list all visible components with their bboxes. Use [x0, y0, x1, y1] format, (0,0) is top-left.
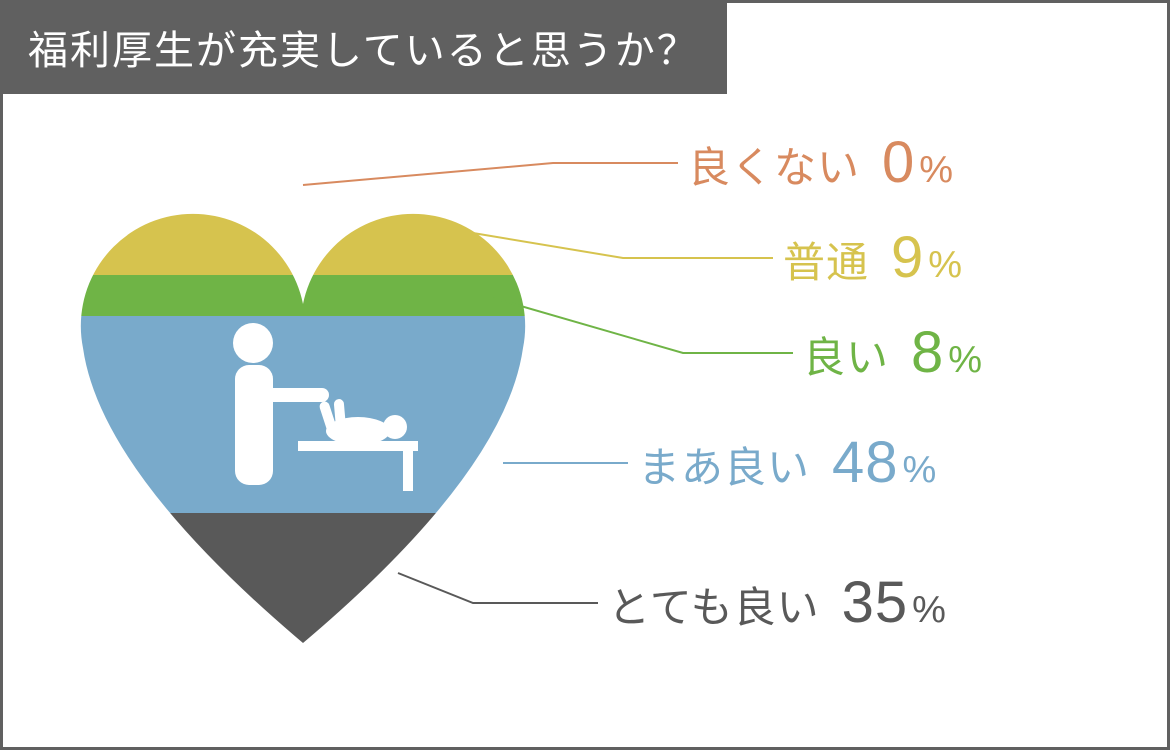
percent-sign: %	[919, 149, 953, 192]
leader-not_good	[303, 163, 678, 185]
heart-chart	[3, 3, 1170, 753]
heart-bands	[73, 183, 533, 643]
legend-value: 0	[882, 129, 915, 196]
legend-row-good: 良い 8%	[803, 319, 982, 386]
band-fairly_good	[73, 316, 533, 513]
legend-row-very_good: とても良い 35%	[608, 569, 946, 636]
legend-label: 良くない	[688, 134, 860, 195]
leader-good	[493, 298, 793, 353]
legend-value: 8	[911, 319, 944, 386]
legend-row-fairly_good: まあ良い 48%	[638, 429, 936, 496]
legend-label: とても良い	[608, 574, 820, 635]
leader-normal	[473, 233, 773, 258]
legend-value: 48	[832, 429, 899, 496]
band-normal	[73, 185, 533, 275]
legend-label: 良い	[803, 324, 889, 385]
legend-label: 普通	[783, 229, 869, 290]
infographic-frame: 福利厚生が充実していると思うか？ 良くない0%普通9%良い8%まあ良い48%とて…	[0, 0, 1170, 750]
legend-value: 35	[842, 569, 909, 636]
legend-row-not_good: 良くない 0%	[688, 129, 953, 196]
legend-label: まあ良い	[638, 434, 810, 495]
band-good	[73, 275, 533, 316]
percent-sign: %	[912, 589, 946, 632]
percent-sign: %	[903, 449, 937, 492]
percent-sign: %	[928, 244, 962, 287]
legend-value: 9	[891, 224, 924, 291]
band-very_good	[73, 513, 533, 643]
percent-sign: %	[948, 339, 982, 382]
legend-row-normal: 普通 9%	[783, 224, 962, 291]
leader-very_good	[398, 573, 598, 603]
